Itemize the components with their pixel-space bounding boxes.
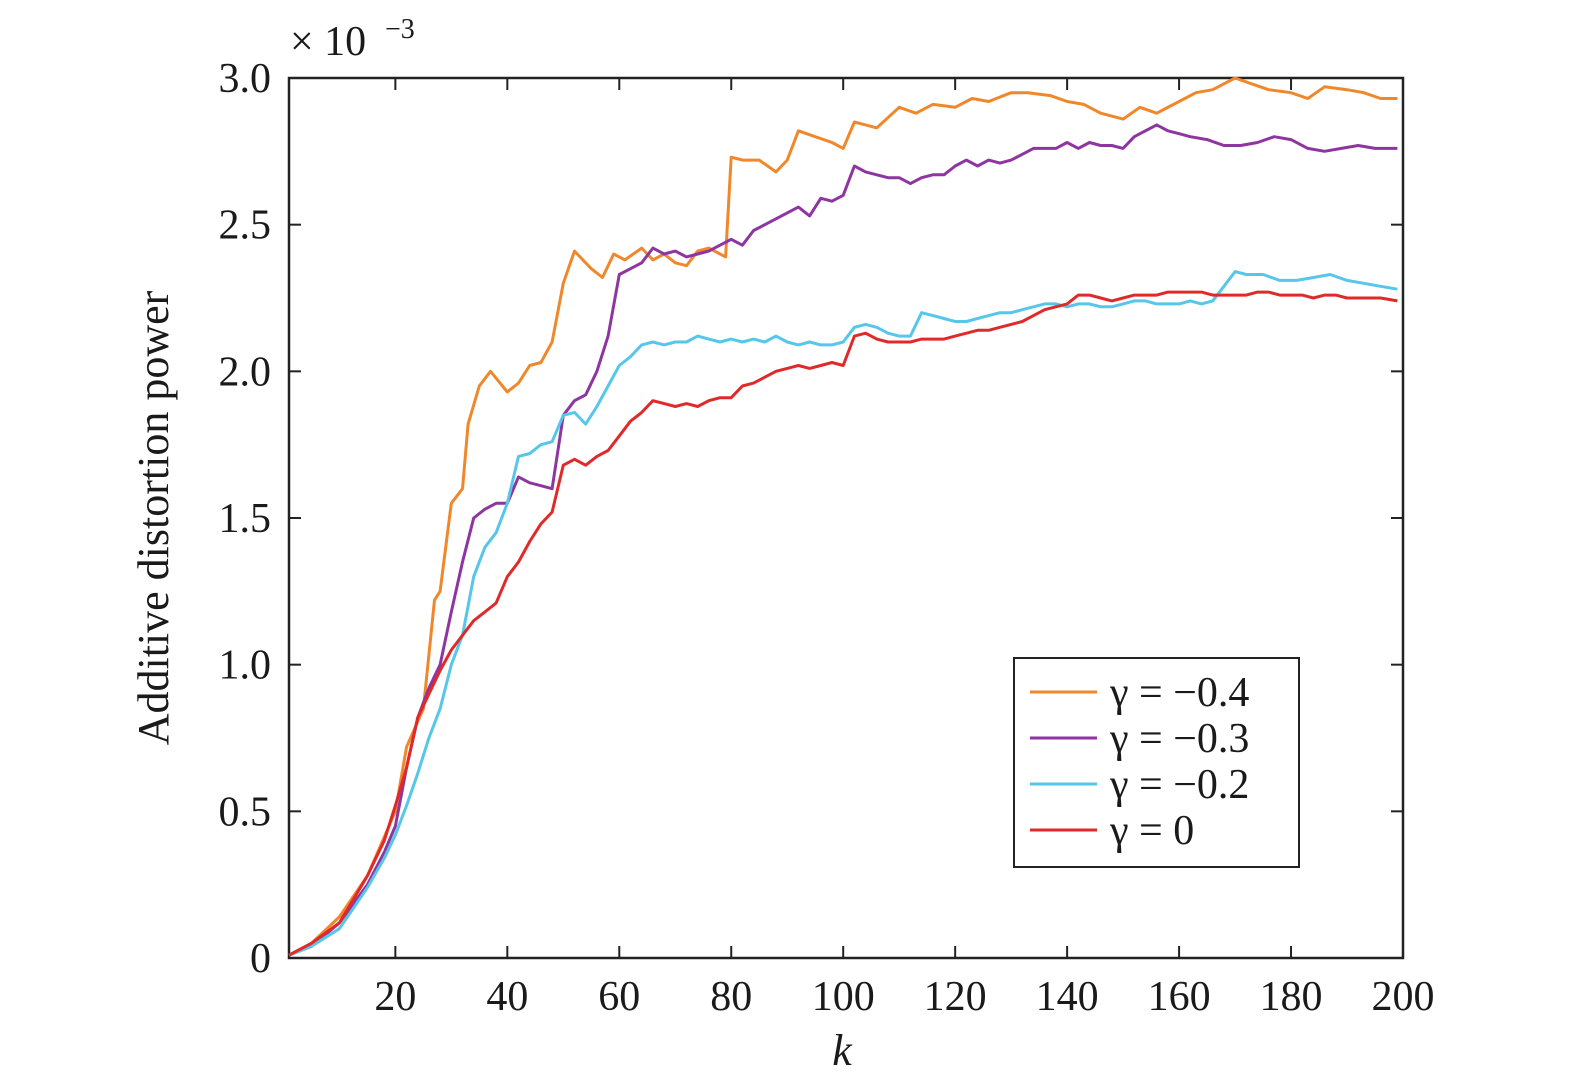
y-axis-multiplier-exponent: −3 [385, 14, 415, 45]
x-tick-label: 40 [486, 974, 528, 1020]
legend-items: γ = −0.4γ = −0.3γ = −0.2γ = 0 [1030, 670, 1249, 854]
x-tick-label: 80 [710, 974, 752, 1020]
y-axis-multiplier-base: × 10 [290, 19, 366, 65]
y-tick-label: 3.0 [219, 56, 272, 102]
legend-label: γ = 0 [1109, 808, 1194, 854]
y-tick-label: 0.5 [219, 789, 272, 835]
x-tick-label: 120 [924, 974, 987, 1020]
series-lines [288, 76, 1398, 957]
x-tick-label: 160 [1148, 974, 1211, 1020]
series-line [288, 290, 1398, 957]
y-tick-label: 0 [250, 936, 271, 982]
x-tick-label: 20 [374, 974, 416, 1020]
legend-label: γ = −0.2 [1109, 762, 1249, 808]
y-axis-ticks: 0 0.5 1.0 1.5 2.0 2.5 3.0 [219, 56, 1403, 982]
legend-label: γ = −0.4 [1109, 670, 1249, 716]
series-line [288, 123, 1398, 957]
x-axis-ticks: 20 40 60 80 100 120 140 160 180 200 [374, 78, 1435, 1020]
x-tick-label: 140 [1036, 974, 1099, 1020]
x-tick-label: 200 [1372, 974, 1435, 1020]
y-tick-label: 2.5 [219, 203, 272, 249]
y-tick-label: 1.0 [219, 643, 272, 689]
legend: γ = −0.4γ = −0.3γ = −0.2γ = 0 [1013, 657, 1300, 868]
y-axis-title: Additive distortion power [129, 290, 178, 745]
x-tick-label: 60 [598, 974, 640, 1020]
y-tick-label: 1.5 [219, 496, 272, 542]
series-line [288, 270, 1398, 957]
series-line [288, 76, 1398, 957]
x-tick-label: 180 [1260, 974, 1323, 1020]
x-axis-title: k [832, 1026, 853, 1075]
legend-label: γ = −0.3 [1109, 716, 1249, 762]
y-tick-label: 2.0 [219, 349, 272, 395]
x-tick-label: 100 [812, 974, 875, 1020]
